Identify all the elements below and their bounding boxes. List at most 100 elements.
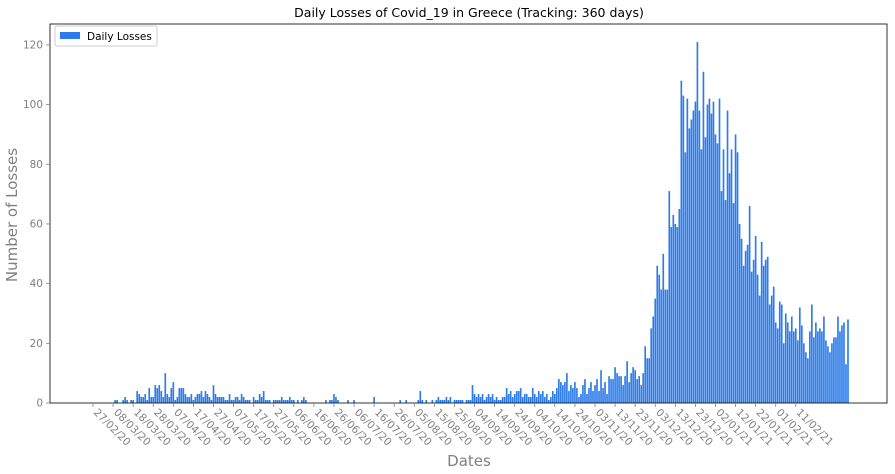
bar xyxy=(244,400,247,403)
bar xyxy=(531,388,534,403)
bar xyxy=(186,397,189,403)
bar xyxy=(644,346,647,403)
bar xyxy=(503,397,506,403)
bar xyxy=(692,110,695,403)
bar xyxy=(435,400,438,403)
bar xyxy=(598,391,600,403)
bar xyxy=(630,373,632,403)
bar xyxy=(768,304,771,403)
bars xyxy=(114,41,849,404)
bar xyxy=(636,379,638,403)
bar xyxy=(132,400,134,403)
bar xyxy=(192,400,195,403)
bar xyxy=(704,137,707,403)
bar xyxy=(688,128,691,403)
bar xyxy=(242,397,245,403)
bar xyxy=(572,388,574,403)
bar xyxy=(473,394,476,403)
bar xyxy=(459,400,462,403)
bar xyxy=(214,394,217,403)
legend-label: Daily Losses xyxy=(87,31,152,43)
bar xyxy=(246,400,249,403)
bar xyxy=(634,370,636,403)
bar xyxy=(843,322,845,403)
bar xyxy=(236,397,239,403)
bar xyxy=(541,391,544,403)
bar xyxy=(202,397,205,403)
bar xyxy=(841,325,843,403)
bar xyxy=(620,376,622,403)
bar xyxy=(821,331,823,403)
bar xyxy=(405,400,408,403)
bar xyxy=(558,379,560,403)
bar xyxy=(762,265,765,403)
bar xyxy=(305,400,307,403)
bar xyxy=(640,385,642,403)
bar xyxy=(238,400,241,403)
bar xyxy=(570,385,572,403)
bar xyxy=(130,400,132,403)
bar xyxy=(136,391,138,403)
bar xyxy=(140,397,143,403)
bar xyxy=(142,397,145,403)
bar xyxy=(562,385,564,403)
y-tick-label: 0 xyxy=(36,398,43,410)
bar xyxy=(256,400,259,403)
bar xyxy=(594,385,596,403)
bar xyxy=(825,340,827,403)
bar xyxy=(222,397,225,403)
bar xyxy=(266,400,269,403)
bar xyxy=(220,397,223,403)
bar xyxy=(720,191,723,403)
bar xyxy=(845,364,847,403)
bar xyxy=(471,385,474,403)
bar xyxy=(154,385,157,403)
bar xyxy=(254,400,257,403)
bar xyxy=(353,400,355,403)
bar xyxy=(150,397,153,403)
bar xyxy=(421,400,424,403)
bar xyxy=(666,289,669,403)
y-axis-title: Number of Losses xyxy=(3,148,21,282)
bar xyxy=(301,400,303,403)
bar xyxy=(425,400,428,403)
bar xyxy=(276,400,279,403)
bar xyxy=(284,400,287,403)
bar xyxy=(286,400,289,403)
bar xyxy=(752,259,755,403)
bar xyxy=(560,382,562,403)
bar xyxy=(682,95,685,404)
bar xyxy=(740,238,743,403)
bar xyxy=(198,394,201,403)
bar xyxy=(268,400,271,403)
bar xyxy=(226,400,229,403)
y-tick-label: 40 xyxy=(30,278,43,290)
bar xyxy=(580,394,582,403)
bar xyxy=(722,149,725,403)
axes-frame xyxy=(49,23,888,404)
bar xyxy=(513,394,516,403)
bar xyxy=(274,400,277,403)
bar xyxy=(252,397,255,403)
bar xyxy=(602,388,604,403)
bar xyxy=(521,397,524,403)
bar xyxy=(702,71,705,403)
bar xyxy=(796,340,799,403)
bar xyxy=(347,400,349,403)
bar xyxy=(278,400,281,403)
bar xyxy=(748,206,751,403)
bar xyxy=(622,385,624,403)
bar xyxy=(790,316,793,403)
bar xyxy=(660,289,663,403)
bar xyxy=(809,331,811,403)
bar xyxy=(831,343,833,403)
bar xyxy=(760,241,763,403)
bar xyxy=(803,343,805,403)
bar xyxy=(829,352,831,403)
bar xyxy=(208,397,211,403)
bar xyxy=(823,316,825,403)
bar xyxy=(499,400,502,403)
bar xyxy=(807,358,809,403)
bar xyxy=(505,388,508,403)
